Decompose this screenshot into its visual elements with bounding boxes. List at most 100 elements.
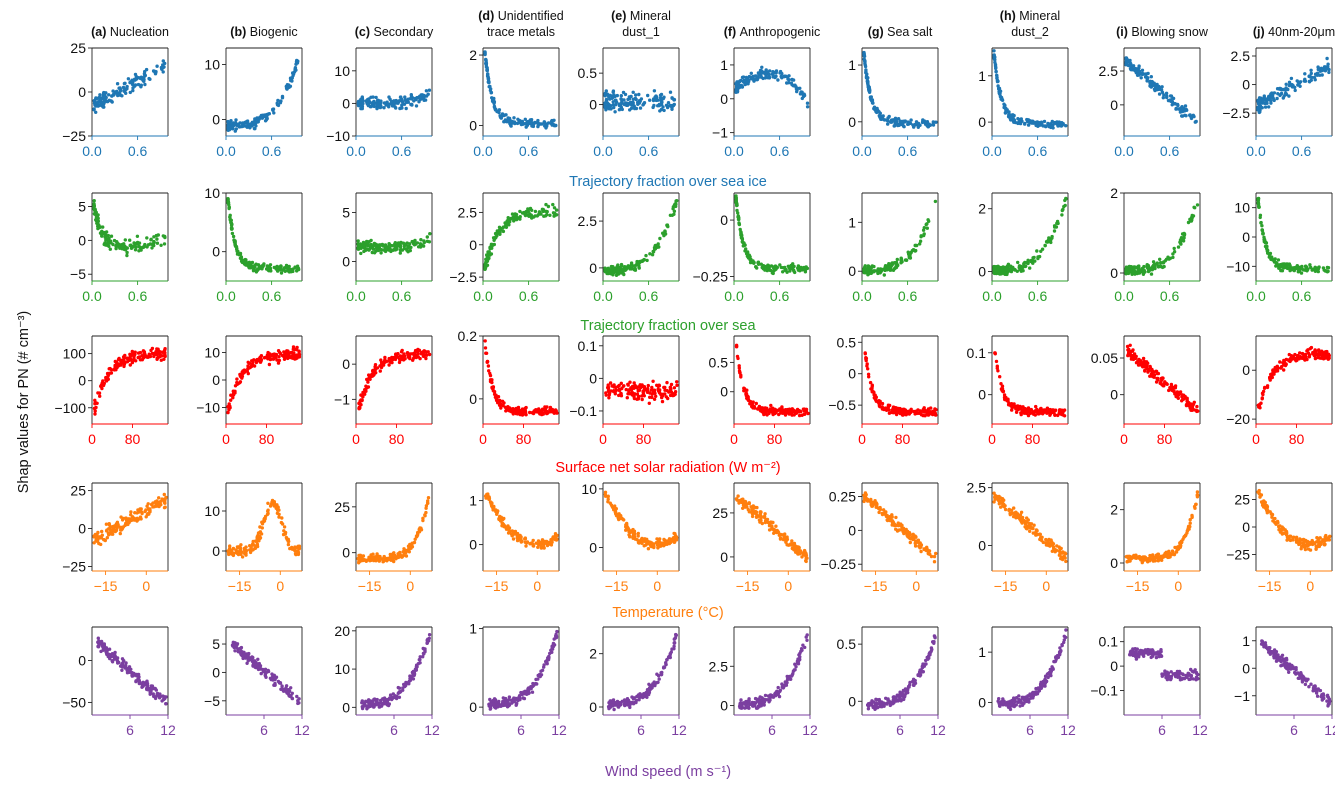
- data-point: [521, 410, 525, 414]
- data-point: [768, 268, 773, 272]
- panel-r1-c10: 2.50−2.50.0 0.6: [1222, 47, 1333, 159]
- x-tick-label: 80: [389, 431, 405, 447]
- data-point: [1030, 120, 1034, 124]
- data-point: [401, 354, 406, 359]
- y-tick-label: −2.5: [1222, 105, 1250, 121]
- data-point: [1263, 105, 1268, 109]
- data-point: [268, 266, 273, 271]
- data-point: [374, 95, 378, 100]
- data-point: [118, 89, 123, 93]
- data-point: [95, 221, 99, 225]
- data-point: [148, 507, 152, 511]
- data-point: [360, 106, 364, 111]
- data-point: [295, 264, 300, 268]
- data-point: [542, 120, 546, 124]
- y-tick-label: 10: [204, 345, 220, 361]
- data-point: [92, 199, 96, 203]
- data-point: [1262, 386, 1267, 390]
- y-tick-label: 0: [589, 260, 597, 276]
- data-point: [1324, 269, 1328, 273]
- data-point: [1288, 268, 1292, 273]
- y-tick-label: 0: [78, 232, 86, 248]
- y-tick-label: 2.5: [458, 204, 478, 220]
- data-point: [670, 213, 674, 217]
- data-point: [1195, 203, 1200, 207]
- data-point: [803, 412, 807, 416]
- data-point: [528, 120, 533, 125]
- data-point: [1283, 363, 1288, 368]
- data-point: [775, 409, 779, 413]
- data-point: [634, 93, 638, 97]
- data-point: [604, 100, 609, 104]
- data-point: [98, 93, 102, 97]
- data-point: [253, 546, 258, 550]
- data-point: [364, 248, 368, 252]
- data-point: [996, 84, 1000, 88]
- data-point: [119, 515, 123, 519]
- data-point: [128, 90, 132, 95]
- data-point: [259, 354, 264, 358]
- data-point: [400, 103, 404, 107]
- data-point: [641, 384, 646, 389]
- data-point: [789, 264, 794, 269]
- data-point: [413, 238, 417, 243]
- x-tick-label: 0.0: [473, 143, 493, 159]
- x-tick-label: 0.0: [593, 143, 613, 159]
- data-point: [284, 86, 289, 91]
- data-point: [155, 241, 160, 245]
- data-point: [297, 349, 301, 353]
- data-point: [651, 105, 655, 110]
- data-point: [1176, 396, 1181, 400]
- data-point: [1139, 76, 1143, 80]
- data-point: [240, 370, 244, 374]
- data-point: [227, 128, 232, 132]
- data-point: [236, 122, 240, 127]
- data-point: [652, 89, 657, 93]
- data-point: [495, 234, 499, 238]
- data-point: [1175, 102, 1180, 107]
- data-point: [371, 100, 376, 104]
- data-point: [886, 406, 890, 410]
- data-point: [926, 125, 930, 129]
- data-point: [1265, 101, 1269, 106]
- data-point: [1129, 62, 1133, 67]
- data-point: [1064, 124, 1068, 128]
- data-point: [132, 77, 137, 82]
- data-point: [797, 267, 801, 271]
- data-point: [500, 399, 505, 403]
- data-point: [543, 214, 548, 218]
- data-point: [787, 81, 791, 85]
- data-point: [1180, 393, 1184, 397]
- data-point: [286, 356, 290, 361]
- data-point: [1320, 68, 1325, 73]
- data-point: [252, 120, 256, 124]
- data-point: [646, 93, 650, 98]
- data-point: [483, 339, 487, 343]
- y-tick-label: 1: [720, 57, 728, 73]
- data-point: [886, 122, 890, 126]
- data-point: [1257, 205, 1261, 209]
- data-point: [532, 121, 536, 125]
- data-point: [400, 348, 404, 353]
- data-point: [407, 353, 412, 358]
- data-point: [627, 391, 631, 395]
- data-point: [992, 54, 996, 59]
- data-point: [1309, 78, 1314, 83]
- y-tick-label: 2.5: [1099, 63, 1119, 79]
- x-tick-label: 0.6: [1160, 288, 1180, 304]
- data-point: [161, 234, 165, 238]
- data-point: [1273, 369, 1278, 373]
- data-point: [862, 53, 866, 57]
- data-point: [1265, 249, 1270, 253]
- data-point: [613, 98, 618, 103]
- data-point: [139, 517, 143, 521]
- data-point: [771, 72, 775, 77]
- panel-r1-c4: 200.0 0.6: [469, 47, 560, 159]
- data-point: [619, 262, 624, 267]
- data-point: [98, 225, 103, 229]
- data-point: [1263, 240, 1268, 245]
- data-point: [356, 239, 360, 243]
- data-point: [393, 357, 398, 362]
- data-point: [278, 351, 283, 356]
